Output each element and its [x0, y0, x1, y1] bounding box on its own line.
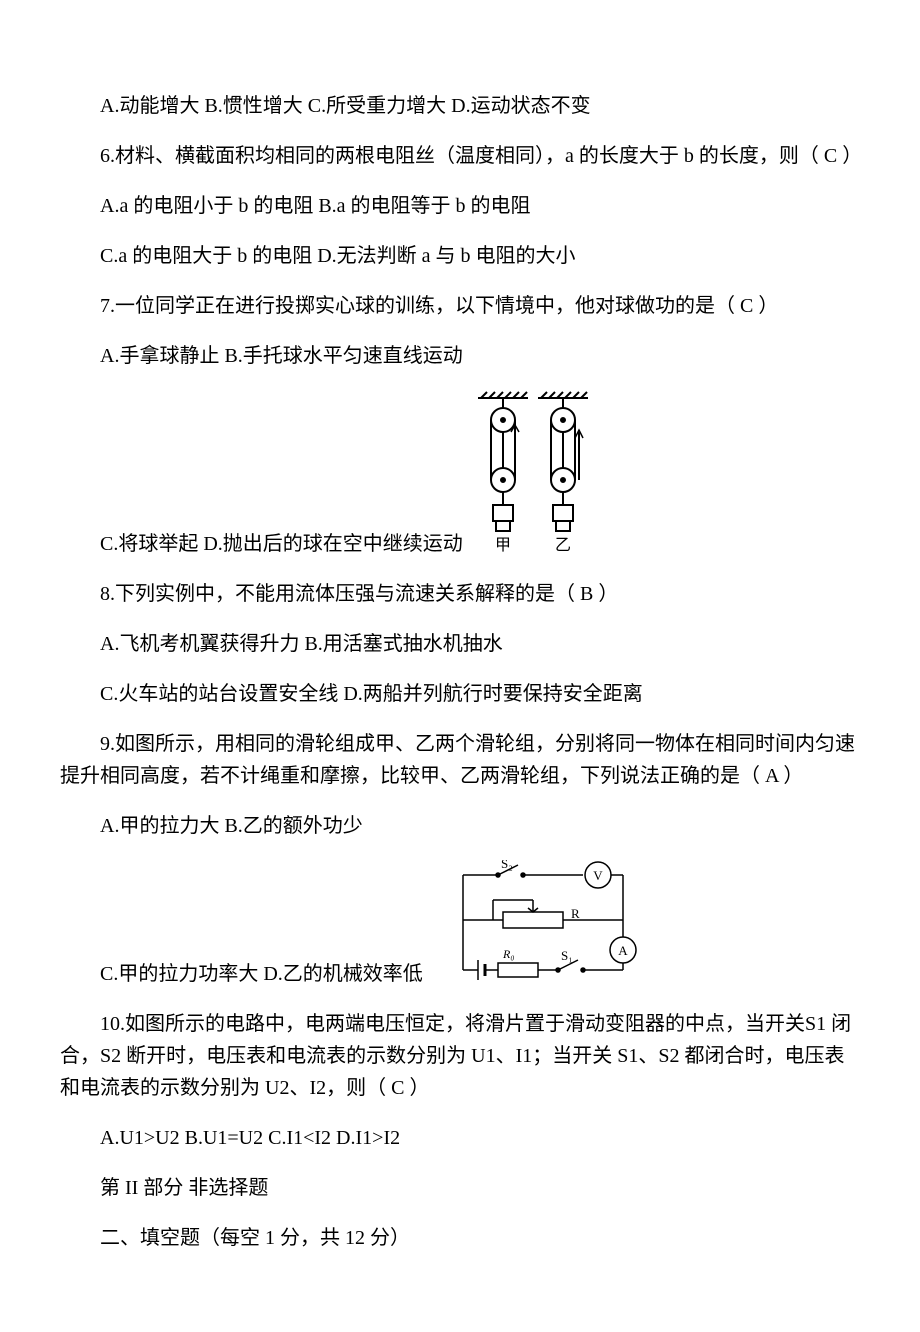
- q7-options-cd: C.将球举起 D.抛出后的球在空中继续运动: [60, 528, 463, 560]
- q5-options: A.动能增大 B.惯性增大 C.所受重力增大 D.运动状态不变: [60, 90, 860, 122]
- q7-options-cd-row: C.将球举起 D.抛出后的球在空中继续运动: [60, 390, 860, 560]
- circuit-r0-label: R₀: [502, 947, 515, 961]
- q8-options-ab: A.飞机考机翼获得升力 B.用活塞式抽水机抽水: [60, 628, 860, 660]
- circuit-figure: S₂ V R R₀ S₁ A: [443, 860, 643, 990]
- circuit-svg: S₂ V R R₀ S₁ A: [443, 860, 643, 990]
- q6-stem: 6.材料、横截面积均相同的两根电阻丝（温度相同），a 的长度大于 b 的长度，则…: [60, 140, 860, 172]
- part2-title: 第 II 部分 非选择题: [60, 1172, 860, 1204]
- q10-stem: 10.如图所示的电路中，电两端电压恒定，将滑片置于滑动变阻器的中点，当开关S1 …: [60, 1008, 860, 1104]
- circuit-s2-label: S₂: [501, 860, 513, 871]
- section2-title: 二、填空题（每空 1 分，共 12 分）: [60, 1222, 860, 1254]
- pulley-svg: 甲: [473, 390, 593, 560]
- q9-options-cd-row: C.甲的拉力功率大 D.乙的机械效率低: [60, 860, 860, 990]
- pulley-figure: 甲: [473, 390, 593, 560]
- q9-options-cd: C.甲的拉力功率大 D.乙的机械效率低: [60, 958, 423, 990]
- circuit-r-label: R: [571, 906, 580, 921]
- pulley-label-left: 甲: [495, 537, 511, 554]
- q7-options-ab: A.手拿球静止 B.手托球水平匀速直线运动: [60, 340, 860, 372]
- circuit-a-label: A: [618, 943, 628, 958]
- circuit-s1-label: S₁: [561, 948, 573, 963]
- q8-options-cd: C.火车站的站台设置安全线 D.两船并列航行时要保持安全距离: [60, 678, 860, 710]
- q10-options: A.U1>U2 B.U1=U2 C.I1<I2 D.I1>I2: [60, 1122, 860, 1154]
- document-body: A.动能增大 B.惯性增大 C.所受重力增大 D.运动状态不变 6.材料、横截面…: [60, 90, 860, 1254]
- q8-stem: 8.下列实例中，不能用流体压强与流速关系解释的是（ B ）: [60, 578, 860, 610]
- q7-stem: 7.一位同学正在进行投掷实心球的训练，以下情境中，他对球做功的是（ C ）: [60, 290, 860, 322]
- q6-stem-text: 6.材料、横截面积均相同的两根电阻丝（温度相同），a 的长度大于 b 的长度，则…: [100, 145, 862, 167]
- q9-options-ab: A.甲的拉力大 B.乙的额外功少: [60, 810, 860, 842]
- q9-stem: 9.如图所示，用相同的滑轮组成甲、乙两个滑轮组，分别将同一物体在相同时间内匀速提…: [60, 728, 860, 792]
- q6-options-cd: C.a 的电阻大于 b 的电阻 D.无法判断 a 与 b 电阻的大小: [60, 240, 860, 272]
- q6-options-ab: A.a 的电阻小于 b 的电阻 B.a 的电阻等于 b 的电阻: [60, 190, 860, 222]
- pulley-label-right: 乙: [555, 537, 571, 554]
- circuit-v-label: V: [593, 868, 603, 883]
